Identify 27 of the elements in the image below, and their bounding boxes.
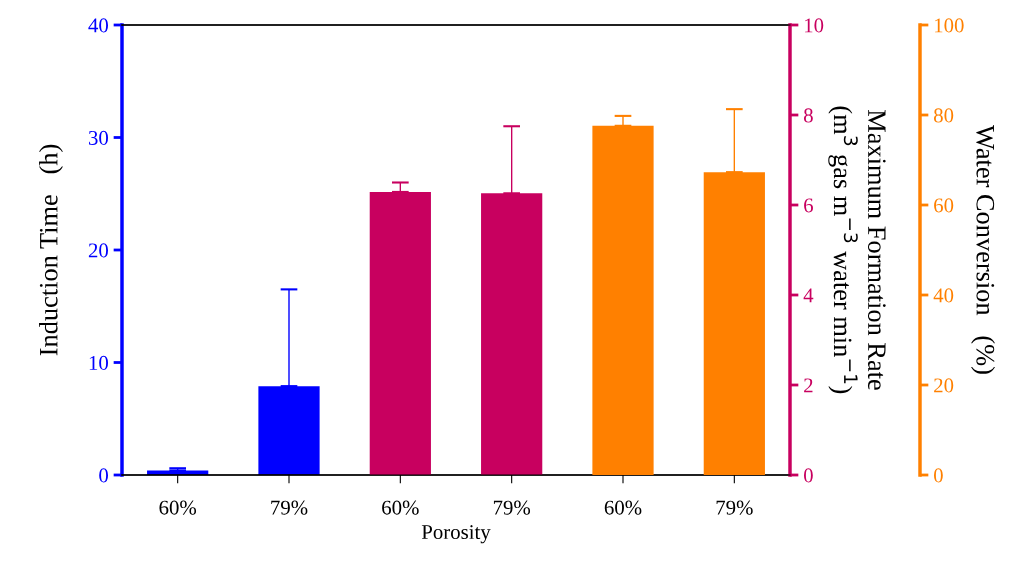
y-tick-label: 40	[88, 18, 109, 33]
y2-tick-label: 8	[803, 108, 813, 123]
y2-tick-label: 2	[804, 378, 813, 393]
y2-tick-label: 0	[803, 468, 813, 483]
y-tick-label: 10	[89, 355, 109, 370]
y-tick-label: 0	[99, 468, 109, 483]
y2-axis-title: Maximum Formation Rate (m$^{3}$ gas m$^{−3}$ water min$^{−1}$)	[828, 106, 886, 394]
y2-tick-label: 10	[805, 18, 824, 33]
y3-axis-title: Water Conversion (%)	[971, 125, 995, 374]
x-tick-label: 79%	[716, 500, 753, 515]
y-tick-label: 30	[88, 130, 109, 145]
y2-tick-label: 4	[803, 288, 814, 303]
x-tick-label: 60%	[159, 500, 197, 515]
x-tick-label: 79%	[271, 500, 308, 515]
y3-tick-label: 20	[934, 378, 954, 393]
y3-tick-label: 80	[933, 108, 954, 123]
y3-tick-label: 0	[933, 468, 943, 483]
y-axis-title: Induction Time (h)	[39, 144, 63, 356]
x-tick-label: 60%	[604, 500, 642, 515]
y-tick-label: 20	[88, 243, 109, 258]
x-axis-title: Porosity	[421, 525, 491, 544]
y3-tick-label: 100	[935, 18, 964, 33]
x-tick-label: 60%	[382, 500, 419, 515]
y3-tick-label: 40	[933, 288, 954, 303]
y3-tick-label: 60	[934, 198, 954, 213]
y2-tick-label: 6	[804, 198, 813, 213]
x-tick-label: 79%	[493, 500, 531, 515]
